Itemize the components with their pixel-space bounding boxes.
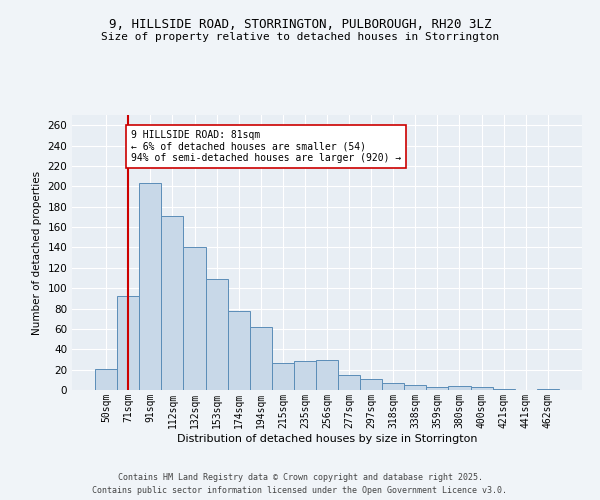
Bar (227, 310, 250, 390)
Text: Size of property relative to detached houses in Storrington: Size of property relative to detached ho… (101, 32, 499, 42)
Bar (184, 248, 206, 390)
Bar (360, 379, 382, 390)
Bar (250, 327, 272, 390)
Bar (448, 386, 470, 390)
Bar (470, 387, 493, 390)
Bar (404, 385, 427, 390)
Bar (427, 387, 448, 390)
Bar (338, 374, 360, 390)
Bar (95, 368, 117, 390)
Bar (206, 279, 227, 390)
Bar (294, 362, 316, 390)
Y-axis label: Number of detached properties: Number of detached properties (32, 170, 42, 334)
X-axis label: Distribution of detached houses by size in Storrington: Distribution of detached houses by size … (177, 434, 477, 444)
Bar (537, 389, 559, 390)
Text: 9 HILLSIDE ROAD: 81sqm
← 6% of detached houses are smaller (54)
94% of semi-deta: 9 HILLSIDE ROAD: 81sqm ← 6% of detached … (131, 130, 401, 164)
Bar (382, 383, 404, 390)
Bar (139, 183, 161, 390)
Text: Contains public sector information licensed under the Open Government Licence v3: Contains public sector information licen… (92, 486, 508, 495)
Bar (117, 296, 139, 390)
Bar (316, 360, 338, 390)
Bar (493, 389, 515, 390)
Bar (272, 362, 294, 390)
Text: Contains HM Land Registry data © Crown copyright and database right 2025.: Contains HM Land Registry data © Crown c… (118, 474, 482, 482)
Bar (161, 216, 184, 390)
Text: 9, HILLSIDE ROAD, STORRINGTON, PULBOROUGH, RH20 3LZ: 9, HILLSIDE ROAD, STORRINGTON, PULBOROUG… (109, 18, 491, 30)
